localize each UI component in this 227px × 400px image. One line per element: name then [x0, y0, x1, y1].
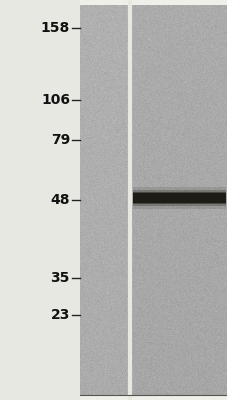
Text: 35: 35	[50, 271, 70, 285]
Text: 79: 79	[51, 133, 70, 147]
Bar	[132, 187, 225, 209]
Bar	[132, 190, 225, 206]
Text: 158: 158	[41, 21, 70, 35]
Text: 23: 23	[50, 308, 70, 322]
Bar	[0, 0, 80, 400]
Bar	[132, 192, 225, 204]
Bar	[132, 193, 225, 203]
Text: 48: 48	[50, 193, 70, 207]
Text: 106: 106	[41, 93, 70, 107]
